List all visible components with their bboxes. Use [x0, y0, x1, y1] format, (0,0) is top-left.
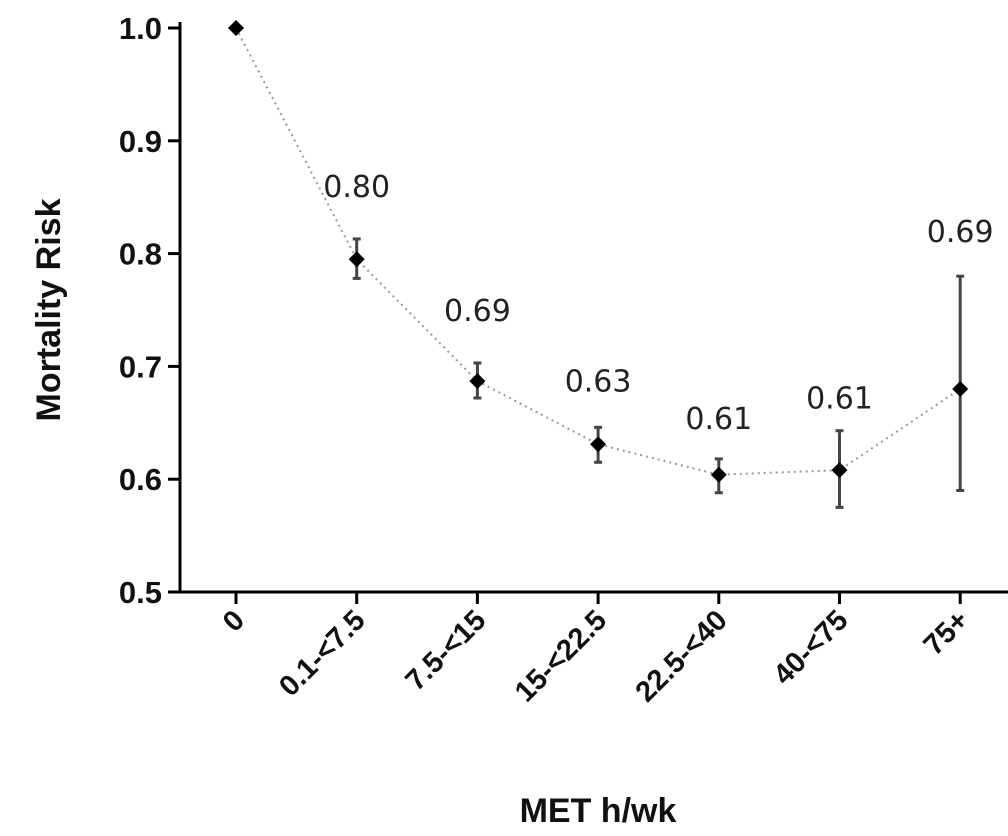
x-tick-label: 40-<75	[767, 604, 854, 691]
data-point	[348, 251, 365, 268]
x-tick-label: 0.1-<7.5	[273, 604, 371, 702]
data-label: 0.69	[927, 215, 994, 250]
x-tick-label: 15-<22.5	[509, 604, 613, 708]
data-point	[469, 373, 486, 390]
data-label: 0.69	[444, 294, 511, 329]
x-tick-label: 75+	[918, 604, 975, 661]
y-axis: 0.5 0.6 0.7 0.8 0.9 1.0	[119, 11, 182, 610]
x-tick-label: 22.5-<40	[630, 604, 734, 708]
x-tick-label: 0	[217, 604, 251, 638]
series: 0.80 0.69 0.63 0.61 0.61 0.69	[228, 20, 994, 509]
data-point	[952, 380, 969, 397]
data-point	[228, 20, 244, 36]
y-axis-title: Mortality Risk	[30, 198, 68, 421]
data-label: 0.61	[806, 382, 873, 417]
data-point	[831, 462, 848, 479]
y-tick-label: 0.9	[119, 124, 162, 159]
y-tick-label: 0.8	[119, 237, 162, 272]
y-tick-label: 0.5	[119, 575, 162, 610]
y-tick-label: 0.6	[119, 462, 162, 497]
data-label: 0.63	[565, 364, 632, 399]
data-label: 0.80	[323, 170, 390, 205]
data-point	[590, 436, 607, 453]
x-tick-label: 7.5-<15	[400, 604, 493, 697]
data-point	[710, 466, 727, 483]
x-axis-title: MET h/wk	[520, 792, 677, 830]
y-tick-label: 1.0	[119, 11, 162, 46]
x-axis: 0 0.1-<7.5 7.5-<15 15-<22.5 22.5-<40 40-<75 75…	[180, 590, 1008, 708]
y-tick-label: 0.7	[119, 349, 162, 384]
data-label: 0.61	[685, 402, 752, 437]
